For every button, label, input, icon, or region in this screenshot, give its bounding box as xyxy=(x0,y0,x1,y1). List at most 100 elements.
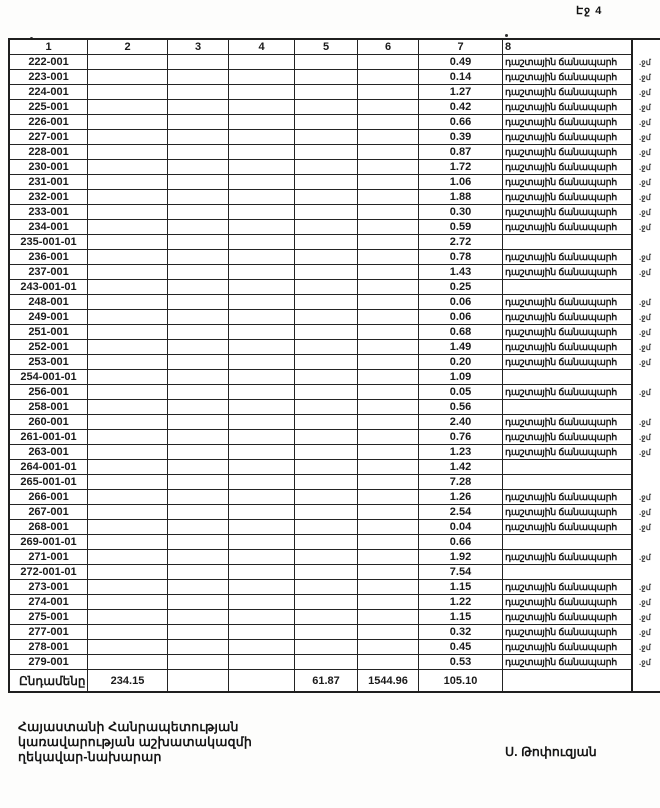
table-row: 224-001 1.27 դաշտային ճանապարհ .ջմ xyxy=(10,85,660,100)
parcel-code: 223-001 xyxy=(10,70,88,85)
column-header: 1 xyxy=(10,40,88,55)
empty-cell xyxy=(229,115,295,130)
empty-cell xyxy=(229,265,295,280)
table-row: 267-001 2.54 դաշտային ճանապարհ .ջմ xyxy=(10,505,660,520)
empty-cell xyxy=(88,190,168,205)
table-row: 265-001-01 7.28 xyxy=(10,475,660,490)
edge-mark: .ջմ xyxy=(639,133,651,142)
land-use-label: դաշտային ճանապարհ xyxy=(503,445,633,460)
edge-mark xyxy=(633,475,660,490)
area-value: 0.59 xyxy=(419,220,503,235)
empty-cell xyxy=(295,550,358,565)
empty-cell xyxy=(168,310,229,325)
empty-cell xyxy=(358,475,419,490)
empty-cell xyxy=(229,310,295,325)
parcel-code: 264-001-01 xyxy=(10,460,88,475)
empty-cell xyxy=(358,580,419,595)
edge-mark: .ջմ xyxy=(639,118,651,127)
empty-cell xyxy=(168,415,229,430)
empty-cell xyxy=(295,565,358,580)
land-use-label: դաշտային ճանապարհ xyxy=(503,610,633,625)
page-number-label: Էջ 4 xyxy=(576,5,603,17)
land-use-label: դաշտային ճանապարհ xyxy=(503,85,633,100)
parcel-code: 233-001 xyxy=(10,205,88,220)
empty-cell xyxy=(295,430,358,445)
parcel-code: 256-001 xyxy=(10,385,88,400)
land-use-label: դաշտային ճանապարհ xyxy=(503,310,633,325)
edge-mark: .ջմ xyxy=(639,583,651,592)
scan-speck xyxy=(505,34,508,37)
empty-cell xyxy=(229,130,295,145)
table-total-row: Ընդամենը 234.15 61.87 1544.96 105.10 xyxy=(10,670,660,691)
empty-cell xyxy=(88,100,168,115)
empty-cell xyxy=(229,625,295,640)
empty-cell xyxy=(88,490,168,505)
empty-cell xyxy=(88,265,168,280)
empty-cell xyxy=(88,475,168,490)
table-row: 252-001 1.49 դաշտային ճանապարհ .ջմ xyxy=(10,340,660,355)
column-header: 6 xyxy=(358,40,419,55)
empty-cell xyxy=(229,505,295,520)
empty-cell xyxy=(229,565,295,580)
land-use-label xyxy=(503,400,633,415)
empty-cell xyxy=(168,385,229,400)
land-use-label: դաշտային ճանապարհ xyxy=(503,265,633,280)
table-row: 222-001 0.49 դաշտային ճանապարհ .ջմ xyxy=(10,55,660,70)
empty-cell xyxy=(168,505,229,520)
area-value: 1.22 xyxy=(419,595,503,610)
empty-cell xyxy=(358,115,419,130)
area-value: 1.92 xyxy=(419,550,503,565)
table-row: 237-001 1.43 դաշտային ճանապարհ .ջմ xyxy=(10,265,660,280)
edge-mark: .ջմ xyxy=(639,508,651,517)
empty-cell xyxy=(358,280,419,295)
edge-mark: .ջմ xyxy=(639,268,651,277)
area-value: 2.72 xyxy=(419,235,503,250)
empty-cell xyxy=(88,310,168,325)
land-use-label xyxy=(503,535,633,550)
empty-cell xyxy=(295,250,358,265)
empty-cell xyxy=(88,370,168,385)
land-use-label xyxy=(503,235,633,250)
column-header: 8 xyxy=(503,40,633,55)
parcel-code: 232-001 xyxy=(10,190,88,205)
empty-cell xyxy=(229,205,295,220)
empty-cell xyxy=(295,625,358,640)
area-value: 1.15 xyxy=(419,580,503,595)
footer-office-block: Հայաստանի Հանրապետության կառավարության ա… xyxy=(18,720,252,765)
total-col2-value: 234.15 xyxy=(88,670,168,691)
edge-mark: .ջմ xyxy=(639,178,651,187)
empty-cell xyxy=(295,445,358,460)
edge-mark xyxy=(633,565,660,580)
land-use-label: դաշտային ճանապարհ xyxy=(503,355,633,370)
table-row: 226-001 0.66 դաշտային ճանապարհ .ջմ xyxy=(10,115,660,130)
parcel-code: 271-001 xyxy=(10,550,88,565)
empty-cell xyxy=(168,280,229,295)
area-value: 1.88 xyxy=(419,190,503,205)
land-use-label xyxy=(503,280,633,295)
table-row: 271-001 1.92 դաշտային ճանապարհ .ջմ xyxy=(10,550,660,565)
empty-cell xyxy=(88,340,168,355)
edge-mark: .ջմ xyxy=(639,658,651,667)
empty-cell xyxy=(88,235,168,250)
area-value: 1.23 xyxy=(419,445,503,460)
empty-cell xyxy=(358,415,419,430)
empty-cell xyxy=(168,100,229,115)
empty-cell xyxy=(229,550,295,565)
empty-cell xyxy=(168,490,229,505)
area-value: 1.09 xyxy=(419,370,503,385)
empty-cell xyxy=(88,400,168,415)
empty-cell xyxy=(295,55,358,70)
column-header: 2 xyxy=(88,40,168,55)
edge-mark: .ջմ xyxy=(639,643,651,652)
empty-cell xyxy=(168,430,229,445)
table-row: 251-001 0.68 դաշտային ճանապարհ .ջմ xyxy=(10,325,660,340)
table-row: 266-001 1.26 դաշտային ճանապարհ .ջմ xyxy=(10,490,660,505)
edge-mark: .ջմ xyxy=(639,163,651,172)
table-row: 279-001 0.53 դաշտային ճանապարհ .ջմ xyxy=(10,655,660,670)
empty-cell xyxy=(168,325,229,340)
edge-mark: .ջմ xyxy=(639,613,651,622)
land-use-label: դաշտային ճանապարհ xyxy=(503,520,633,535)
empty-cell xyxy=(229,370,295,385)
empty-cell xyxy=(295,205,358,220)
area-value: 0.06 xyxy=(419,310,503,325)
